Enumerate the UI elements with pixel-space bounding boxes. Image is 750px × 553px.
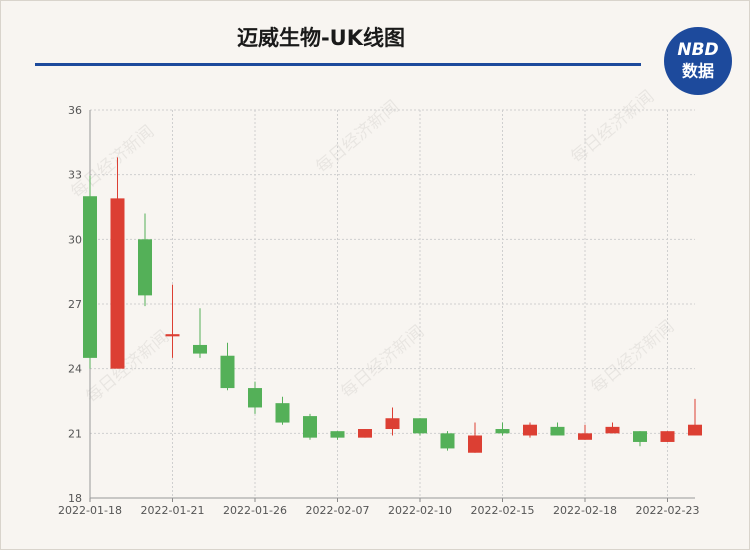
- candle-body: [523, 424, 537, 436]
- candle-body: [660, 431, 675, 442]
- y-tick-label: 33: [68, 169, 82, 182]
- x-tick-label: 2022-02-18: [553, 504, 617, 517]
- x-tick-label: 2022-02-07: [306, 504, 370, 517]
- candle-body: [468, 435, 482, 453]
- candle-body: [413, 418, 427, 434]
- candle-body: [633, 431, 647, 442]
- candle-body: [550, 426, 565, 436]
- y-tick-label: 36: [68, 104, 82, 117]
- candle-body: [688, 424, 702, 436]
- x-tick-label: 2022-01-18: [58, 504, 122, 517]
- y-tick-label: 30: [68, 233, 82, 246]
- candle-body: [248, 388, 262, 408]
- y-tick-label: 24: [68, 363, 82, 376]
- watermark: 每日经济新闻: [312, 97, 403, 178]
- candle-body: [578, 433, 592, 440]
- x-tick-label: 2022-01-21: [141, 504, 205, 517]
- candle-body: [193, 344, 207, 354]
- candle-body: [110, 198, 125, 369]
- title-underline: [35, 63, 641, 66]
- y-tick-label: 27: [68, 298, 82, 311]
- candle-body: [495, 429, 510, 434]
- logo-badge: [664, 27, 732, 95]
- candle-body: [275, 403, 290, 423]
- chart-title: 迈威生物-UK线图: [237, 26, 405, 50]
- candle-body: [440, 433, 455, 449]
- x-tick-label: 2022-02-15: [471, 504, 535, 517]
- x-tick-label: 2022-02-23: [636, 504, 700, 517]
- logo-text: NBD: [677, 40, 718, 60]
- candle-body: [165, 334, 180, 337]
- candle-body: [385, 418, 400, 430]
- y-tick-label: 21: [68, 427, 82, 440]
- y-tick-label: 18: [68, 492, 82, 505]
- x-tick-label: 2022-02-10: [388, 504, 452, 517]
- plot-area: 18 21 24 27 30 33 36 2022-01-18 2022-01-21 2022-0…: [58, 104, 702, 517]
- candle-body: [138, 239, 152, 296]
- watermark: 每日经济新闻: [567, 87, 658, 168]
- candle-body: [330, 431, 345, 438]
- candle-body: [605, 426, 620, 434]
- candle-body: [83, 196, 97, 358]
- watermark: 每日经济新闻: [337, 322, 428, 403]
- watermark: 每日经济新闻: [67, 122, 158, 203]
- x-tick-label: 2022-01-26: [223, 504, 287, 517]
- watermark: 每日经济新闻: [587, 317, 678, 398]
- candle-body: [358, 429, 372, 438]
- logo-text: 数据: [682, 62, 714, 81]
- candle-body: [303, 416, 317, 438]
- candle-body: [220, 355, 235, 389]
